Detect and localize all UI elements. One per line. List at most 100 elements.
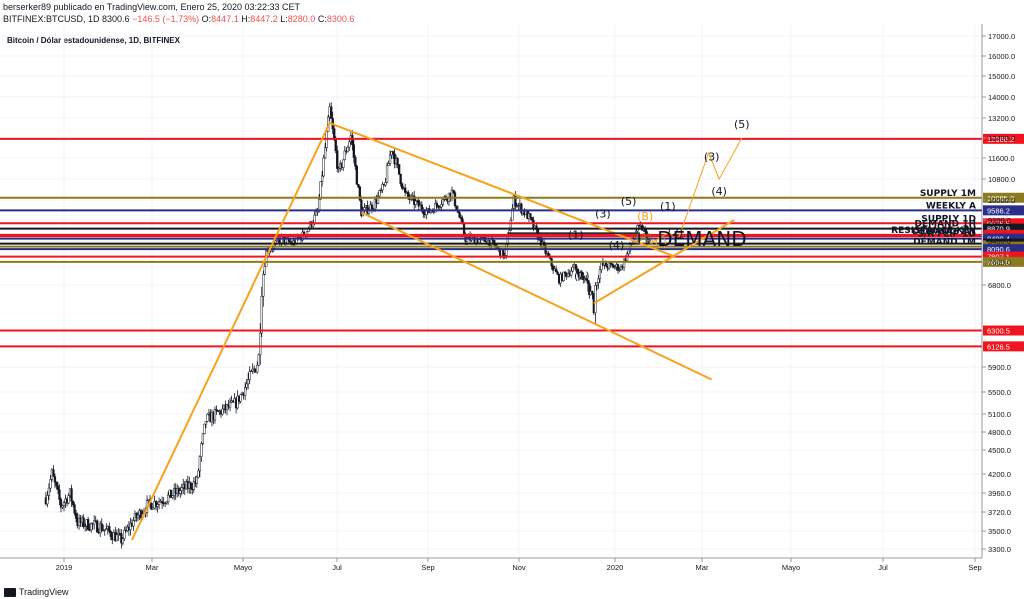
candle-body	[46, 495, 49, 505]
level-price-label: 9586.2	[987, 206, 1010, 215]
last-price: 8300.6	[102, 14, 130, 24]
level-price-label: 6126.5	[987, 342, 1010, 351]
candle-body	[83, 525, 87, 527]
level-price-label: 10085.3	[987, 194, 1014, 203]
level-price-tag	[983, 223, 1024, 234]
candle-body	[100, 523, 103, 532]
candle-body	[262, 274, 265, 297]
candle-body	[319, 181, 322, 200]
candle-body	[198, 456, 202, 472]
wave-label: (1)	[568, 228, 584, 241]
candle-body	[337, 167, 340, 170]
tradingview-logo-icon	[4, 587, 16, 597]
candle-body	[357, 184, 360, 188]
projection-path	[649, 137, 743, 245]
candle-body	[391, 151, 395, 155]
candle-body	[441, 199, 445, 205]
open-value: 8447.1	[211, 14, 239, 24]
level-text: DEMAND 1M	[913, 238, 976, 248]
candle-body	[170, 489, 173, 498]
candle-body	[582, 276, 585, 281]
candle-body	[221, 408, 224, 415]
time-tick-label: Sep	[968, 563, 981, 572]
black-bracket	[507, 232, 640, 244]
candle-body	[520, 203, 523, 214]
candle-body	[404, 187, 407, 193]
time-tick-label: 2020	[607, 563, 624, 572]
candle-body	[204, 420, 208, 425]
price-axis[interactable]: 17000.0 16000.0 15000.0 14000.0 13200.0 12400…	[981, 24, 1015, 558]
candle-body	[595, 282, 599, 286]
candle-body	[103, 529, 106, 531]
candle-body	[571, 266, 574, 272]
candle-body	[354, 157, 357, 167]
candle-body	[59, 499, 63, 508]
candle-body	[324, 147, 327, 159]
candle-body	[250, 370, 253, 373]
price-tick-label: 14000.0	[988, 93, 1015, 102]
candle-body	[556, 271, 559, 275]
time-tick-label: Mayo	[234, 563, 252, 572]
candle-body	[627, 250, 630, 255]
candle-body	[165, 501, 168, 504]
price-tick-label: 5100.0	[988, 410, 1011, 419]
candle-body	[564, 271, 567, 274]
candle-body	[71, 500, 75, 505]
candle-body	[612, 264, 615, 269]
candle-body	[289, 241, 292, 243]
candle-body	[56, 485, 60, 491]
candle-body	[154, 501, 158, 507]
wave-label: (5)	[734, 118, 750, 131]
price-tick-label: 10800.0	[988, 175, 1015, 184]
candle-body	[320, 175, 324, 182]
demand-label: DEMAND	[657, 227, 746, 251]
candle-body	[351, 135, 354, 145]
candle-body	[576, 269, 579, 273]
candle-body	[574, 264, 577, 270]
candle-body	[82, 517, 85, 527]
time-tick-label: Mar	[146, 563, 159, 572]
price-tick-label: 4200.0	[988, 470, 1011, 479]
low-label: L:	[280, 14, 288, 24]
level-price-tag	[983, 251, 1024, 262]
candle-body	[366, 205, 369, 214]
candle-body	[619, 265, 623, 270]
candle-body	[435, 203, 439, 206]
level-price-tag	[983, 256, 1024, 267]
candle-body	[263, 266, 266, 275]
candle-body	[515, 205, 519, 207]
candle-body	[358, 186, 362, 201]
candle-body	[62, 502, 66, 506]
price-chart[interactable]: Bitcoin / Dólar estadounidense, 1D, BITF…	[0, 24, 1024, 582]
candle-body	[93, 520, 96, 525]
price-tick-label: 5900.0	[988, 363, 1011, 372]
candle-body	[437, 205, 440, 208]
price-tick-label: 4500.0	[988, 446, 1011, 455]
price-tick-label: 8400.0	[988, 237, 1011, 246]
candle-body	[453, 192, 457, 207]
candle-body	[417, 200, 420, 207]
time-axis[interactable]: 2019 Mar Mayo Jul Sep Nov 2020 Mar Mayo Jul Sep	[0, 557, 982, 572]
price-tick-label: 7600.0	[988, 258, 1011, 267]
candle-body	[413, 195, 416, 205]
candle-body	[591, 291, 594, 294]
candle-body	[388, 154, 392, 164]
level-price-tag	[983, 205, 1024, 216]
candle-body	[379, 189, 383, 192]
level-price-label: 8870.9	[987, 225, 1010, 234]
candle-body	[551, 265, 555, 271]
candle-body	[108, 526, 111, 532]
candle-body	[136, 514, 140, 519]
candle-body	[355, 166, 359, 185]
candle-body	[53, 476, 57, 483]
candle-body	[346, 146, 349, 153]
candle-body	[47, 487, 51, 496]
plot-background	[0, 24, 982, 558]
candle-body	[434, 203, 437, 213]
candle-body	[203, 423, 206, 434]
candle-body	[585, 278, 588, 281]
candle-body	[407, 191, 410, 197]
level-text: SUPPLY 1D	[921, 214, 976, 224]
candle-body	[171, 495, 174, 498]
low-value: 8280.0	[287, 14, 316, 24]
